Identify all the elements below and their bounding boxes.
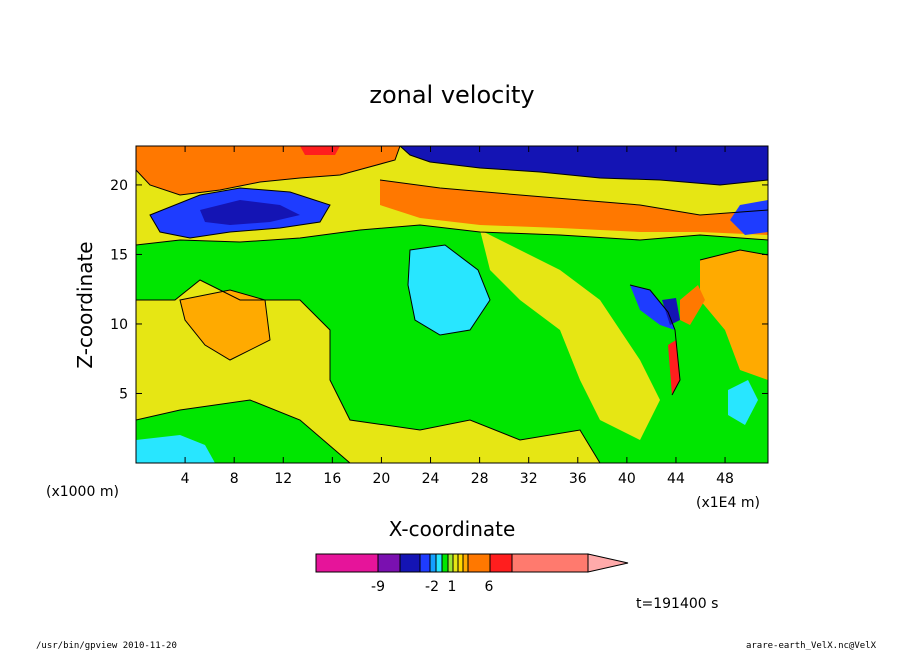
region-left-orange-blob: [180, 290, 270, 360]
colorbar-segment: [462, 553, 469, 573]
colorbar-segment: [399, 553, 421, 573]
colorbar-segment: [457, 553, 464, 573]
colorbar-extension-arrow: [587, 553, 629, 573]
region-upper-right-dark-blue: [400, 146, 768, 185]
contour-line: [149, 187, 331, 239]
x-tick-label: 4: [181, 471, 190, 487]
x-tick-label: 44: [667, 471, 685, 487]
contour-line: [399, 146, 768, 186]
colorbar-segment: [441, 553, 449, 573]
colorbar-segment: [511, 553, 589, 573]
y-tick-label: 20: [110, 178, 128, 194]
colorbar-segment: [489, 553, 513, 573]
colorbar-labels: -9 -2 1 6: [371, 579, 494, 595]
y-axis-ticks: 5 10 15 20: [110, 178, 768, 402]
x-tick-label: 8: [230, 471, 239, 487]
colorbar-label-neg9: -9: [371, 579, 385, 595]
colorbar-segment: [429, 553, 437, 573]
y-tick-label: 15: [110, 247, 128, 263]
colorbar: [315, 553, 629, 573]
y-tick-label: 10: [110, 317, 128, 333]
colorbar-segment: [419, 553, 431, 573]
x-units-right: (x1E4 m): [696, 495, 760, 511]
region-mid-left-dark-blue: [200, 200, 300, 225]
colorbar-segment: [377, 553, 401, 573]
colorbar-segment: [315, 553, 379, 573]
x-axis-ticks: 4 8 12 16 20 24 28 32 36 40 44 48: [181, 146, 734, 487]
contour-line: [629, 284, 681, 396]
x-tick-label: 32: [520, 471, 538, 487]
x-tick-label: 48: [716, 471, 734, 487]
region-upper-left-orange: [136, 146, 400, 195]
region-upper-right-blue-edge: [730, 200, 768, 235]
region-right-yellow: [480, 230, 660, 440]
x-tick-label: 24: [422, 471, 440, 487]
region-jet-orange: [680, 285, 705, 325]
region-jet-blue: [630, 285, 675, 330]
x-tick-label: 16: [323, 471, 341, 487]
y-axis-label: Z-coordinate: [73, 241, 97, 368]
region-right-cyan: [728, 380, 758, 425]
footer-left: /usr/bin/gpview 2010-11-20: [36, 641, 177, 651]
colorbar-segment: [447, 553, 454, 573]
colorbar-segment: [467, 553, 491, 573]
colorbar-segment: [452, 553, 459, 573]
y-tick-label: 5: [119, 386, 128, 402]
colorbar-label-1: 1: [448, 579, 457, 595]
contour-line: [136, 399, 351, 463]
region-upper-left-red: [300, 146, 340, 155]
colorbar-label-6: 6: [485, 579, 494, 595]
region-center-cyan: [408, 245, 490, 335]
x-axis-label: X-coordinate: [389, 517, 516, 541]
x-tick-label: 40: [618, 471, 636, 487]
contour-plot: [136, 146, 768, 463]
region-upper-mid-orange: [380, 180, 768, 235]
contour-line: [379, 179, 768, 216]
x-tick-label: 20: [373, 471, 391, 487]
contour-line: [179, 289, 271, 361]
colorbar-segment: [435, 553, 443, 573]
colorbar-label-neg2: -2: [425, 579, 439, 595]
contour-line: [136, 279, 601, 463]
plot-frame: [135, 145, 769, 464]
contour-line: [136, 224, 768, 246]
region-bottom-left-cyan: [136, 435, 215, 463]
x-units-left: (x1000 m): [46, 484, 119, 500]
time-label: t=191400 s: [636, 596, 718, 612]
region-right-orange: [700, 250, 768, 380]
x-tick-label: 28: [471, 471, 489, 487]
chart-title: zonal velocity: [369, 81, 534, 109]
region-jet-core: [662, 298, 680, 325]
contour-line: [407, 244, 491, 336]
x-tick-label: 36: [569, 471, 587, 487]
contour-line: [699, 249, 768, 261]
contour-line: [136, 146, 401, 196]
footer-right: arare-earth_VelX.nc@VelX: [745, 641, 876, 651]
x-tick-label: 12: [274, 471, 292, 487]
